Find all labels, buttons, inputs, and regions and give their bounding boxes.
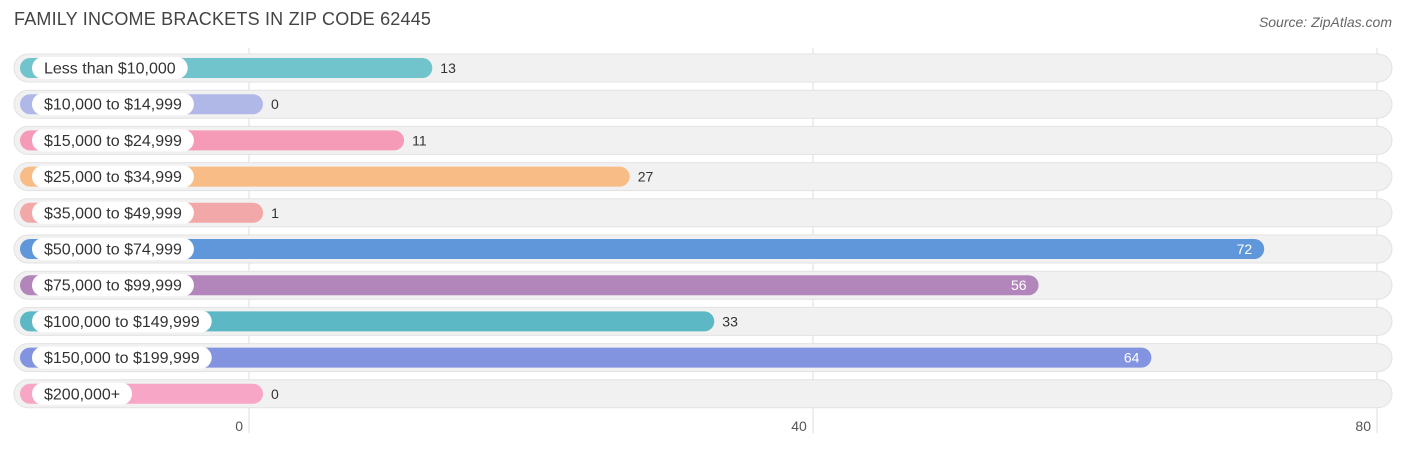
category-label: $25,000 to $34,999 — [44, 169, 182, 186]
category-label-pill — [32, 57, 188, 79]
bar-track — [13, 198, 1393, 228]
category-label-pill — [32, 93, 194, 116]
value-label: 11 — [412, 132, 427, 148]
category-label: $150,000 to $199,999 — [44, 350, 200, 367]
chart-source: Source: ZipAtlas.com — [1258, 14, 1392, 30]
category-label: $75,000 to $99,999 — [44, 278, 182, 295]
category-label-pill — [32, 274, 194, 297]
value-label: 56 — [1011, 277, 1027, 293]
category-label-pill — [32, 310, 212, 333]
bar-track — [13, 379, 1393, 409]
bar — [20, 275, 1039, 296]
category-label-pill — [32, 165, 194, 188]
value-label: 33 — [722, 313, 738, 329]
value-label: 0 — [271, 96, 279, 112]
category-label: $200,000+ — [44, 386, 120, 403]
category-label: $15,000 to $24,999 — [44, 133, 182, 150]
value-label: 64 — [1124, 350, 1140, 366]
category-label-pill — [32, 382, 133, 405]
category-label-pill — [32, 238, 194, 260]
category-label: $35,000 to $49,999 — [44, 205, 182, 222]
value-label: 27 — [638, 169, 654, 185]
x-tick-label: 40 — [791, 418, 807, 434]
value-label: 0 — [271, 386, 279, 402]
value-label: 13 — [440, 60, 456, 76]
bar — [20, 239, 1265, 259]
bar — [20, 347, 1152, 368]
category-label: $50,000 to $74,999 — [44, 242, 182, 259]
x-tick-label: 0 — [235, 418, 243, 434]
bar-track — [13, 89, 1393, 119]
category-label: Less than $10,000 — [44, 61, 176, 78]
category-label-pill — [32, 201, 194, 224]
category-label-pill — [32, 346, 212, 369]
chart-title: FAMILY INCOME BRACKETS IN ZIP CODE 62445 — [14, 9, 432, 29]
category-label-pill — [32, 129, 194, 152]
category-label: $10,000 to $14,999 — [44, 97, 182, 114]
category-label: $100,000 to $149,999 — [44, 314, 200, 331]
x-tick-label: 80 — [1355, 418, 1371, 434]
value-label: 72 — [1237, 241, 1253, 257]
value-label: 1 — [271, 205, 279, 221]
